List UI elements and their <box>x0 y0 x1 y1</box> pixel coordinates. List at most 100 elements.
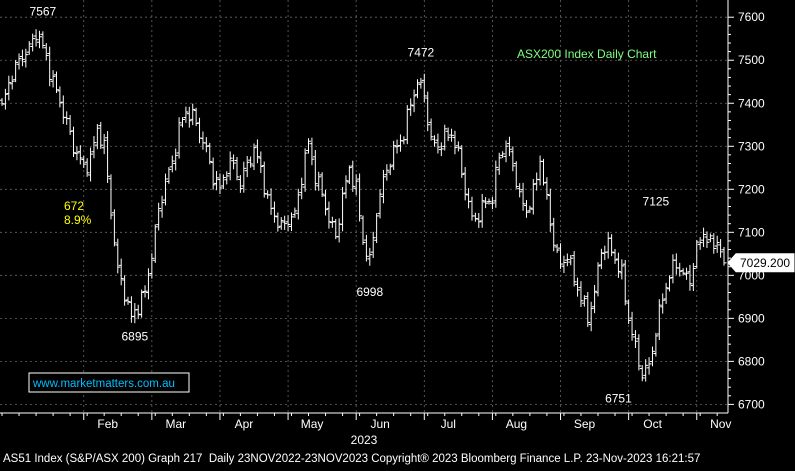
ohlc-bar <box>609 234 615 257</box>
ohlc-bar <box>145 268 151 300</box>
ohlc-bar <box>414 79 420 99</box>
ohlc-bar <box>176 117 182 159</box>
ohlc-bar <box>639 365 645 382</box>
y-tick-label: 7600 <box>738 10 765 24</box>
ohlc-bar <box>476 212 482 228</box>
ohlc-bar <box>115 238 121 274</box>
ohlc-bar <box>387 163 393 176</box>
ohlc-bar <box>585 291 591 327</box>
x-tick-label: Sep <box>574 417 596 431</box>
price-annotation-7567: 7567 <box>30 4 57 18</box>
x-tick-label: Jul <box>441 417 456 431</box>
ohlc-bar <box>350 160 356 192</box>
ohlc-bar <box>261 161 267 198</box>
ohlc-bar <box>159 195 165 218</box>
ohlc-bar <box>353 174 359 196</box>
x-tick-label: Oct <box>643 417 662 431</box>
price-annotation-6998: 6998 <box>356 285 383 299</box>
ohlc-bar <box>523 200 529 218</box>
ohlc-bar <box>81 155 87 168</box>
ohlc-bar <box>88 147 94 182</box>
ohlc-bar <box>306 138 312 154</box>
ohlc-bar <box>288 212 294 231</box>
ohlc-bar <box>224 171 230 185</box>
ohlc-bar <box>677 262 683 277</box>
ohlc-bar <box>357 173 363 222</box>
ohlc-bar <box>258 151 264 174</box>
ohlc-bar <box>186 106 192 128</box>
x-tick-label: Apr <box>235 417 254 431</box>
ohlc-bar <box>595 262 601 297</box>
current-price-tag-shape <box>727 253 795 273</box>
ohlc-bar <box>510 146 516 172</box>
x-tick-label: Feb <box>97 417 118 431</box>
price-bars <box>0 29 727 382</box>
ohlc-bar <box>438 142 444 157</box>
ohlc-bar <box>452 130 458 155</box>
price-annotation-6895: 6895 <box>121 330 148 344</box>
ohlc-bar <box>612 248 618 264</box>
ohlc-bar <box>646 357 652 375</box>
ohlc-bar <box>214 171 220 191</box>
ohlc-bar <box>680 268 686 276</box>
ohlc-bar <box>704 231 710 248</box>
current-price-tag: 7029.200 <box>727 253 795 273</box>
ohlc-bar <box>483 197 489 209</box>
y-tick-label: 7500 <box>738 53 765 67</box>
ohlc-bar <box>636 334 642 371</box>
ohlc-bar <box>714 235 720 253</box>
y-tick-label: 6900 <box>738 311 765 325</box>
x-tick-label: Jun <box>371 417 390 431</box>
ohlc-bar <box>568 255 574 266</box>
ohlc-bar <box>309 137 315 166</box>
ohlc-bar <box>53 71 59 94</box>
ohlc-bar <box>561 255 567 274</box>
ohlc-bar <box>254 139 260 164</box>
ohlc-bar <box>173 148 179 171</box>
ohlc-bar <box>377 189 383 219</box>
ohlc-bar <box>667 275 673 292</box>
ohlc-bar <box>91 136 97 159</box>
ohlc-bar <box>363 234 369 262</box>
ohlc-bar <box>220 174 226 190</box>
ohlc-bar <box>77 145 83 165</box>
y-tick-label: 7100 <box>738 225 765 239</box>
ohlc-bar <box>108 174 114 220</box>
price-annotations: 7567 7472 6895 6998 6751 7125 <box>30 4 670 405</box>
ohlc-bar <box>653 332 659 357</box>
ohlc-bar <box>203 137 209 153</box>
ohlc-bar <box>98 121 104 149</box>
ohlc-bar <box>558 243 564 269</box>
ohlc-bar <box>449 128 455 142</box>
footer-bar <box>0 449 795 466</box>
ohlc-bar <box>411 89 417 113</box>
ohlc-bar <box>16 53 22 70</box>
x-tick-label: Mar <box>166 417 187 431</box>
ohlc-bar <box>564 253 570 267</box>
ohlc-bar <box>231 154 237 170</box>
ohlc-bar <box>684 267 690 280</box>
ohlc-bar <box>394 139 400 154</box>
ohlc-bar <box>122 275 128 306</box>
ohlc-bar <box>2 88 8 110</box>
x-tick-label: May <box>301 417 324 431</box>
price-annotation-7125: 7125 <box>643 195 670 209</box>
ohlc-bar <box>530 178 536 215</box>
ohlc-bar <box>43 43 49 61</box>
ohlc-bar <box>292 207 298 218</box>
ohlc-bar <box>237 175 243 193</box>
ohlc-bar <box>316 171 322 191</box>
ohlc-bar <box>23 48 29 68</box>
ohlc-bar <box>622 259 628 306</box>
price-annotation-7472: 7472 <box>408 45 435 59</box>
ohlc-bar <box>340 186 346 232</box>
ohlc-bar <box>493 160 499 208</box>
ohlc-bar <box>135 304 141 320</box>
ohlc-bar <box>643 359 649 382</box>
ohlc-bar <box>180 117 185 128</box>
ohlc-bar <box>207 142 213 165</box>
ohlc-bar <box>462 167 468 201</box>
